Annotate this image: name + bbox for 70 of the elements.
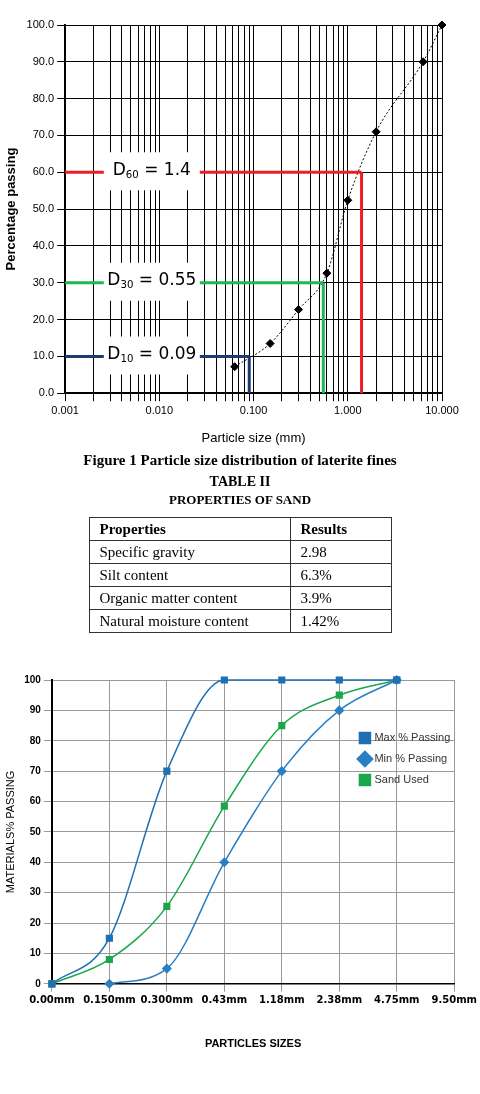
y-tick-label: 30.0 bbox=[32, 275, 55, 288]
x-tick-label: 9.50mm bbox=[431, 994, 477, 1006]
text: Properties bbox=[89, 517, 290, 541]
x-axis-title: PARTICLES SIZES bbox=[204, 1037, 302, 1050]
x-tick-label: 1.000 bbox=[334, 403, 362, 416]
y-tick-label: 20 bbox=[29, 916, 42, 928]
text: 2.98 bbox=[290, 540, 391, 564]
y-tick-label: 100 bbox=[24, 673, 42, 685]
y-tick-label: 90 bbox=[29, 704, 42, 716]
y-tick-label: 0 bbox=[35, 977, 42, 989]
legend-label: Max % Passing bbox=[374, 731, 451, 744]
y-tick-label: 70 bbox=[29, 764, 42, 776]
text: Natural moisture content bbox=[89, 609, 290, 633]
text: 1.42% bbox=[290, 609, 391, 633]
x-tick-label: 0.010 bbox=[145, 403, 174, 416]
caption: Figure 1 Particle size distribution of laterite fines bbox=[82, 452, 398, 469]
text: Organic matter content bbox=[89, 586, 290, 610]
point bbox=[278, 676, 286, 684]
y-tick-label: 20.0 bbox=[32, 312, 55, 325]
y-tick-label: 10 bbox=[29, 947, 42, 959]
y-tick-label: 10.0 bbox=[32, 349, 55, 362]
y-tick-label: 50.0 bbox=[32, 202, 55, 215]
y-tick-label: 60.0 bbox=[32, 165, 55, 178]
y-tick-label: 80 bbox=[29, 734, 42, 746]
y-tick-label: 90.0 bbox=[32, 54, 55, 67]
point bbox=[334, 705, 345, 716]
y-tick-label: 50 bbox=[29, 825, 42, 837]
y-tick-label: 40 bbox=[29, 856, 42, 868]
point bbox=[335, 676, 343, 684]
y-tick-label: 30 bbox=[29, 886, 42, 898]
y-tick-label: 60 bbox=[29, 795, 42, 807]
x-axis-title: Particle size (mm) bbox=[201, 429, 306, 445]
x-tick-label: 0.43mm bbox=[201, 994, 248, 1006]
point bbox=[104, 979, 115, 989]
point bbox=[220, 676, 228, 684]
x-tick-label: 0.300mm bbox=[140, 994, 194, 1006]
point bbox=[277, 766, 287, 776]
x-tick-label: 0.00mm bbox=[29, 994, 75, 1006]
y-tick-label: 100.0 bbox=[26, 18, 55, 31]
text: 3.9% bbox=[290, 586, 391, 610]
legend-label: Sand Used bbox=[374, 773, 429, 786]
text: Silt content bbox=[89, 563, 290, 587]
point bbox=[105, 934, 113, 942]
point bbox=[162, 963, 172, 974]
point bbox=[163, 902, 171, 910]
x-tick-label: 10.000 bbox=[425, 403, 459, 416]
text: Specific gravity bbox=[89, 540, 290, 564]
point bbox=[220, 802, 228, 810]
point bbox=[278, 721, 286, 730]
x-tick-label: 0.001 bbox=[51, 403, 79, 416]
text: 6.3% bbox=[290, 563, 391, 587]
x-tick-label: 1.18mm bbox=[259, 994, 305, 1006]
y-axis-title: MATERIALS% PASSING bbox=[3, 770, 16, 894]
x-tick-label: 0.150mm bbox=[83, 994, 136, 1006]
legend-label: Min % Passing bbox=[374, 752, 448, 765]
point bbox=[105, 955, 113, 964]
x-tick-label: 2.38mm bbox=[316, 994, 363, 1006]
point bbox=[219, 857, 230, 868]
x-tick-label: 0.100 bbox=[239, 403, 268, 416]
text: PROPERTIES OF SAND bbox=[167, 491, 313, 509]
y-tick-label: 80.0 bbox=[32, 91, 55, 104]
x-tick-label: 4.75mm bbox=[374, 994, 420, 1006]
text: Results bbox=[290, 517, 391, 541]
y-axis-title: Percentage passing bbox=[3, 147, 19, 271]
y-tick-label: 70.0 bbox=[32, 128, 55, 141]
text: TABLE II bbox=[208, 473, 272, 491]
y-tick-label: 40.0 bbox=[32, 238, 55, 251]
point bbox=[335, 691, 343, 699]
point bbox=[163, 767, 171, 775]
y-tick-label: 0.0 bbox=[38, 386, 55, 399]
